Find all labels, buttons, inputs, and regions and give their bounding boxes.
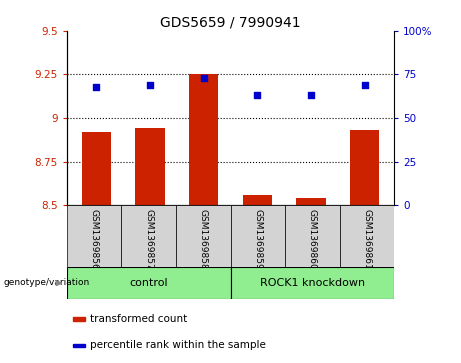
Text: transformed count: transformed count <box>90 314 187 324</box>
Point <box>254 93 261 98</box>
Text: GSM1369859: GSM1369859 <box>253 209 262 270</box>
Point <box>200 75 207 81</box>
Bar <box>176 205 230 267</box>
Point <box>147 82 154 88</box>
Text: control: control <box>130 278 168 288</box>
Bar <box>67 205 121 267</box>
Bar <box>73 317 85 321</box>
Point <box>361 82 368 88</box>
Text: GSM1369856: GSM1369856 <box>89 209 99 270</box>
Text: percentile rank within the sample: percentile rank within the sample <box>90 340 266 350</box>
Bar <box>296 198 325 205</box>
Bar <box>189 74 219 205</box>
Bar <box>67 267 230 299</box>
Bar <box>350 130 379 205</box>
Bar <box>82 132 111 205</box>
Point <box>93 84 100 90</box>
Bar <box>230 267 394 299</box>
Text: GSM1369861: GSM1369861 <box>362 209 372 270</box>
Point <box>307 93 314 98</box>
Bar <box>285 205 340 267</box>
Bar <box>121 205 176 267</box>
Bar <box>242 195 272 205</box>
Bar <box>340 205 394 267</box>
Bar <box>230 205 285 267</box>
Text: GSM1369858: GSM1369858 <box>199 209 208 270</box>
Text: GSM1369857: GSM1369857 <box>144 209 153 270</box>
Text: ROCK1 knockdown: ROCK1 knockdown <box>260 278 365 288</box>
Bar <box>136 129 165 205</box>
Text: GSM1369860: GSM1369860 <box>308 209 317 270</box>
Bar <box>73 344 85 347</box>
Text: genotype/variation: genotype/variation <box>3 278 89 287</box>
Title: GDS5659 / 7990941: GDS5659 / 7990941 <box>160 16 301 30</box>
